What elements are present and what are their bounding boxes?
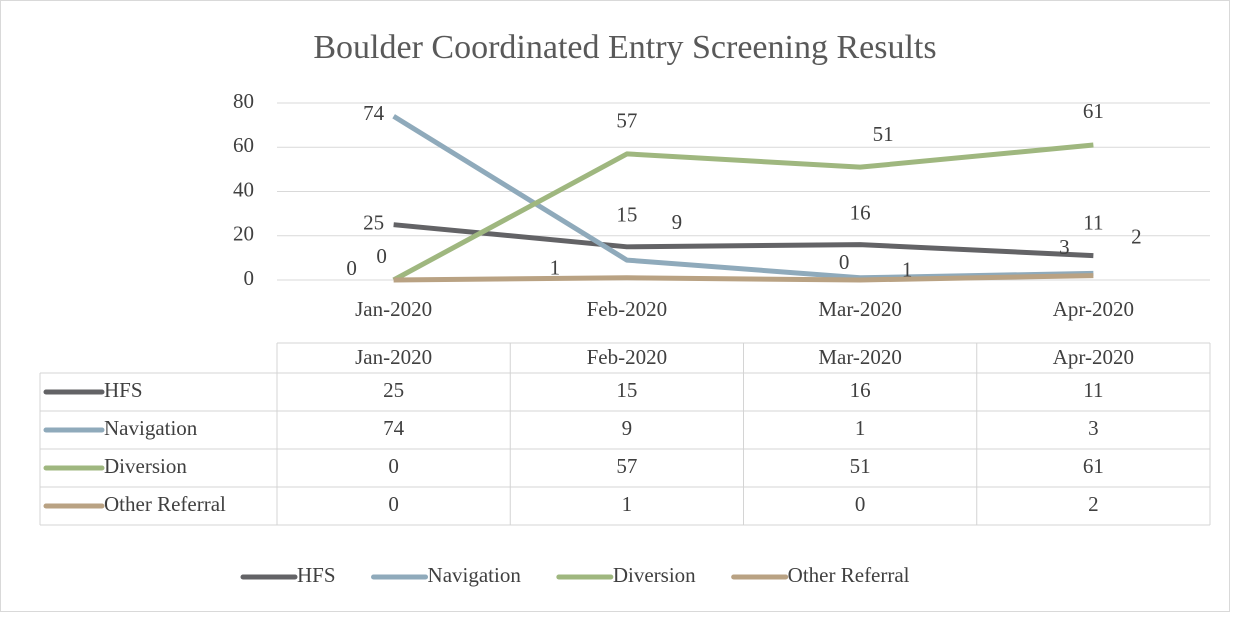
table-row-label: Navigation bbox=[104, 416, 198, 440]
table-row-label: Diversion bbox=[104, 454, 187, 478]
data-label: 74 bbox=[363, 101, 385, 125]
series-line bbox=[393, 222, 1094, 259]
table-cell: 25 bbox=[383, 378, 404, 402]
table-cell: 0 bbox=[855, 492, 866, 516]
table-cell: 2 bbox=[1088, 492, 1099, 516]
table-cell: 11 bbox=[1083, 378, 1103, 402]
table-cell: 16 bbox=[850, 378, 871, 402]
table-cell: 1 bbox=[622, 492, 633, 516]
data-label: 51 bbox=[873, 122, 894, 146]
chart-title: Boulder Coordinated Entry Screening Resu… bbox=[313, 29, 936, 66]
data-label: 0 bbox=[839, 250, 850, 274]
data-label: 25 bbox=[363, 211, 384, 235]
table-cell: 9 bbox=[622, 416, 633, 440]
data-label: 15 bbox=[616, 203, 637, 227]
legend-label: Navigation bbox=[428, 563, 522, 587]
y-tick-label: 0 bbox=[244, 266, 255, 290]
table-header: Mar-2020 bbox=[818, 345, 902, 369]
data-label: 61 bbox=[1083, 99, 1104, 123]
data-label: 1 bbox=[902, 258, 913, 282]
data-label: 1 bbox=[550, 256, 561, 280]
table-cell: 1 bbox=[855, 416, 866, 440]
table-cell: 15 bbox=[616, 378, 637, 402]
data-label: 0 bbox=[376, 244, 387, 268]
y-tick-label: 60 bbox=[233, 133, 254, 157]
legend-label: Diversion bbox=[613, 563, 696, 587]
legend-label: Other Referral bbox=[788, 563, 910, 587]
data-label: 16 bbox=[850, 200, 871, 224]
data-label: 2 bbox=[1131, 224, 1142, 248]
table-cell: 3 bbox=[1088, 416, 1099, 440]
series-line bbox=[393, 273, 1094, 283]
data-label: 9 bbox=[672, 210, 683, 234]
y-tick-label: 80 bbox=[233, 89, 254, 113]
data-label: 0 bbox=[346, 256, 357, 280]
x-tick-label: Mar-2020 bbox=[818, 297, 902, 321]
table-header: Jan-2020 bbox=[355, 345, 432, 369]
table-cell: 51 bbox=[850, 454, 871, 478]
table-cell: 0 bbox=[388, 454, 399, 478]
x-tick-label: Apr-2020 bbox=[1053, 297, 1134, 321]
table-row-label: HFS bbox=[104, 378, 143, 402]
series-line bbox=[392, 142, 1094, 283]
data-label: 11 bbox=[1083, 210, 1103, 234]
table-header: Apr-2020 bbox=[1053, 345, 1134, 369]
data-label: 3 bbox=[1059, 235, 1070, 259]
x-tick-label: Feb-2020 bbox=[587, 297, 668, 321]
y-tick-label: 40 bbox=[233, 177, 254, 201]
table-cell: 0 bbox=[388, 492, 399, 516]
table-cell: 57 bbox=[616, 454, 637, 478]
legend-label: HFS bbox=[297, 563, 336, 587]
x-tick-label: Jan-2020 bbox=[355, 297, 432, 321]
table-header: Feb-2020 bbox=[587, 345, 668, 369]
table-row-label: Other Referral bbox=[104, 492, 226, 516]
table-cell: 61 bbox=[1083, 454, 1104, 478]
y-tick-label: 20 bbox=[233, 222, 254, 246]
data-label: 57 bbox=[616, 109, 637, 133]
table-cell: 74 bbox=[383, 416, 405, 440]
